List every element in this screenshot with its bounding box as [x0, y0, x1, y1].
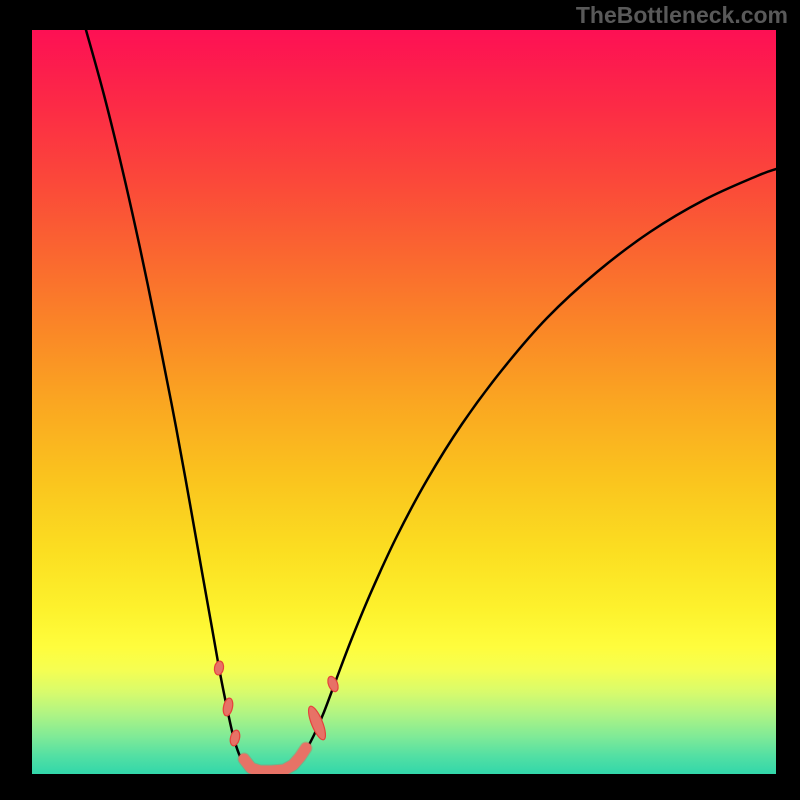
watermark-text: TheBottleneck.com	[576, 2, 788, 29]
plot-area	[32, 30, 776, 774]
figure-container: TheBottleneck.com	[0, 0, 800, 800]
gradient-background	[32, 30, 776, 774]
plot-svg	[32, 30, 776, 774]
